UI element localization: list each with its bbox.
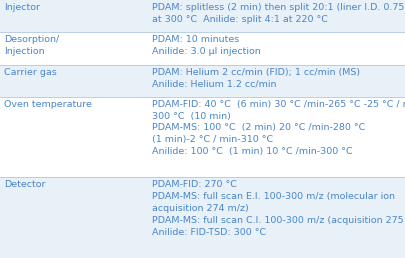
Bar [0,32,405,64]
Bar [0,64,405,97]
Bar [0,0,405,32]
Text: PDAM: 10 minutes
Anilide: 3.0 µl injection: PDAM: 10 minutes Anilide: 3.0 µl injecti… [152,35,260,56]
Text: Injector: Injector [4,3,40,12]
Text: Desorption/
Injection: Desorption/ Injection [4,35,59,56]
Text: Detector: Detector [4,181,45,189]
Text: PDAM-FID: 270 °C
PDAM-MS: full scan E.I. 100-300 m/z (molecular ion
acquisition : PDAM-FID: 270 °C PDAM-MS: full scan E.I.… [152,181,405,237]
Text: PDAM-FID: 40 °C  (6 min) 30 °C /min-265 °C -25 °C / min-
300 °C  (10 min)
PDAM-M: PDAM-FID: 40 °C (6 min) 30 °C /min-265 °… [152,100,405,156]
Text: Carrier gas: Carrier gas [4,68,57,77]
Text: Oven temperature: Oven temperature [4,100,92,109]
Bar [0,178,405,258]
Text: PDAM: Helium 2 cc/min (FID); 1 cc/min (MS)
Anilide: Helium 1.2 cc/min: PDAM: Helium 2 cc/min (FID); 1 cc/min (M… [152,68,360,88]
Bar [0,97,405,178]
Text: PDAM: splitless (2 min) then split 20:1 (liner I.D. 0.75 mm)
at 300 °C  Anilide:: PDAM: splitless (2 min) then split 20:1 … [152,3,405,24]
